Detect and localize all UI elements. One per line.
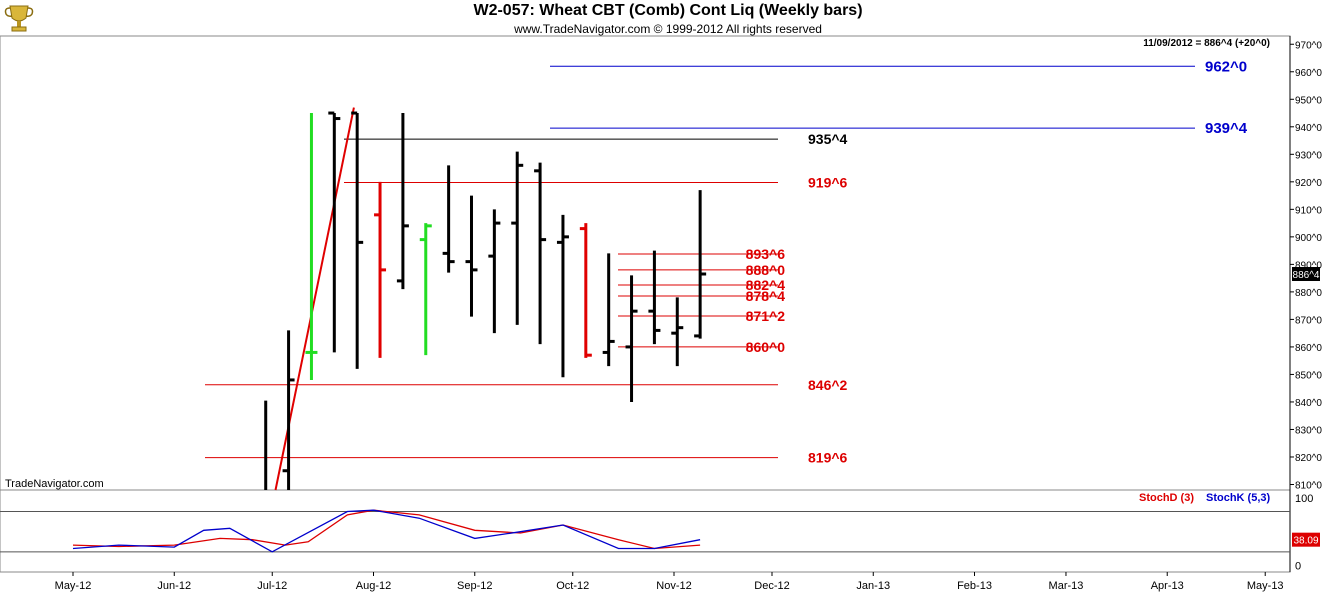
y-tick-label: 960^0 xyxy=(1295,68,1322,79)
y-tick-label: 880^0 xyxy=(1295,288,1322,299)
legend-stochk: StochK (5,3) xyxy=(1206,492,1271,504)
x-tick-label: Sep-12 xyxy=(457,580,492,592)
price-level-label: 846^2 xyxy=(808,377,848,393)
stoch-series-line xyxy=(72,509,701,550)
x-tick-label: Nov-12 xyxy=(656,580,691,592)
price-level-label: 888^0 xyxy=(746,262,786,278)
x-tick-label: Mar-13 xyxy=(1049,580,1084,592)
y-tick-label: 820^0 xyxy=(1295,453,1322,464)
y-tick-label: 900^0 xyxy=(1295,233,1322,244)
x-tick-label: Aug-12 xyxy=(356,580,391,592)
stoch-current-box xyxy=(1292,532,1320,547)
y-tick-label: 870^0 xyxy=(1295,315,1322,326)
stochastic-panel xyxy=(0,489,1291,573)
x-tick-label: Dec-12 xyxy=(754,580,789,592)
y-tick-label: 910^0 xyxy=(1295,205,1322,216)
y-tick-label: 830^0 xyxy=(1295,425,1322,436)
y-tick-label: 970^0 xyxy=(1295,40,1322,51)
legend-stochd: StochD (3) xyxy=(1139,492,1194,504)
x-tick-label: Jan-13 xyxy=(856,580,890,592)
price-level-label: 871^2 xyxy=(746,308,786,324)
y-tick-label: 890^0 xyxy=(1295,260,1322,271)
y-tick-label: 810^0 xyxy=(1295,480,1322,491)
x-tick-label: Jun-12 xyxy=(157,580,191,592)
price-level-label: 939^4 xyxy=(1205,120,1248,137)
stoch-series-line xyxy=(72,509,701,553)
watermark-text: TradeNavigator.com xyxy=(5,478,104,490)
y-tick-label: 840^0 xyxy=(1295,398,1322,409)
price-level-label: 860^0 xyxy=(746,339,786,355)
price-level-label: 919^6 xyxy=(808,175,848,191)
x-tick-label: Feb-13 xyxy=(957,580,992,592)
x-tick-label: Apr-13 xyxy=(1151,580,1184,592)
stoch-current-label: 38.09 xyxy=(1293,536,1318,547)
y-tick-label: 860^0 xyxy=(1295,343,1322,354)
price-level-label: 819^6 xyxy=(808,450,848,466)
chart-title: W2-057: Wheat CBT (Comb) Cont Liq (Weekl… xyxy=(473,2,863,19)
price-level-label: 882^4 xyxy=(746,277,786,293)
stoch-y-tick-label: 0 xyxy=(1295,560,1301,572)
price-level-label: 893^6 xyxy=(746,246,786,262)
current-price-box xyxy=(1292,267,1320,282)
y-tick-label: 930^0 xyxy=(1295,150,1322,161)
x-tick-label: May-13 xyxy=(1247,580,1284,592)
current-price-label: 886^4 xyxy=(1293,270,1320,281)
x-tick-label: Jul-12 xyxy=(257,580,287,592)
y-tick-label: 950^0 xyxy=(1295,95,1322,106)
trophy-cup-icon[interactable] xyxy=(2,2,36,34)
y-tick-label: 850^0 xyxy=(1295,370,1322,381)
stoch-y-tick-label: 100 xyxy=(1295,493,1313,505)
y-tick-label: 940^0 xyxy=(1295,123,1322,134)
last-value-readout: 11/09/2012 = 886^4 (+20^0) xyxy=(1143,38,1270,49)
copyright-subtitle: www.TradeNavigator.com © 1999-2012 All r… xyxy=(514,22,822,36)
x-tick-label: May-12 xyxy=(55,580,92,592)
y-tick-label: 920^0 xyxy=(1295,178,1322,189)
price-level-label: 962^0 xyxy=(1205,58,1247,75)
price-level-label: 935^4 xyxy=(808,131,848,147)
price-level-label: 878^4 xyxy=(746,288,786,304)
price-panel xyxy=(0,35,1291,491)
x-tick-label: Oct-12 xyxy=(556,580,589,592)
